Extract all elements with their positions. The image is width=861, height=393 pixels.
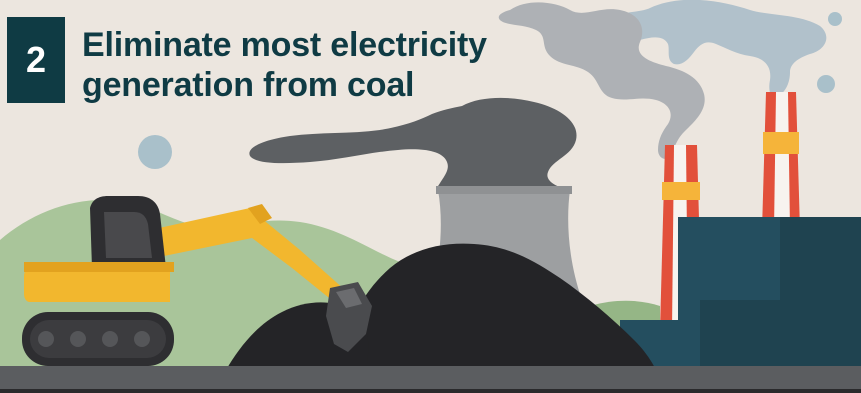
title-line-2: generation from coal [82,66,415,104]
bubble-top-right [828,12,842,26]
bubble-right [817,75,835,93]
chimney-right-icon [762,92,800,230]
excavator-icon [22,196,372,366]
factory-icon [620,217,861,377]
smoke-dark-icon [249,97,577,190]
page-title: Eliminate most electricity generation fr… [82,25,552,105]
title-line-1: Eliminate most electricity [82,26,487,64]
bubble-left [138,135,172,169]
ground [0,366,861,393]
smoke-blue-icon [607,0,827,97]
bubbles [138,12,842,169]
smoke-light-icon [498,2,705,159]
step-number-badge: 2 [7,17,65,103]
